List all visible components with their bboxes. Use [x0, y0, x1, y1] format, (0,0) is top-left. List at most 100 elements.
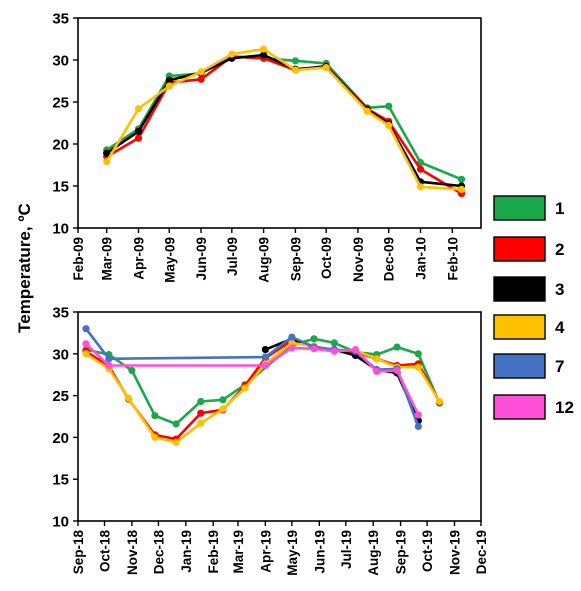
data-point-7	[261, 353, 269, 361]
chart-2009-2010: 10 15 20 25 30 35 Feb-09 Mar-09 Apr-09 May-09 Jun-…	[52, 11, 482, 283]
series-line-12	[85, 342, 420, 416]
data-point-2	[197, 409, 205, 417]
data-point-2	[134, 134, 143, 142]
x-tick-label: Feb-10	[445, 237, 460, 281]
data-point-4	[288, 339, 296, 347]
y-tick-label: 30	[52, 346, 69, 363]
y-tick-label: 25	[52, 388, 69, 405]
data-point-4	[435, 397, 444, 406]
legend-swatch-12	[493, 394, 546, 420]
data-point-4	[165, 82, 173, 90]
x-tick-label: Aug-09	[257, 237, 272, 283]
legend-swatch-7	[493, 353, 546, 379]
data-point-4	[103, 158, 111, 166]
data-point-4	[363, 107, 371, 115]
data-point-1	[414, 350, 422, 358]
data-point-12	[414, 411, 422, 419]
x-tick-label: Jan-10	[413, 237, 428, 280]
y-tick-label: 10	[52, 221, 69, 238]
x-tick-label: Aug-19	[366, 530, 381, 576]
legend-label-2: 2	[555, 240, 564, 259]
data-point-4	[457, 185, 466, 193]
data-point-3	[260, 51, 268, 59]
x-tick-label: Mar-09	[100, 237, 115, 281]
data-point-7	[288, 333, 296, 341]
data-point-4	[228, 50, 236, 58]
x-tick-label: Apr-09	[132, 237, 147, 280]
data-point-4	[134, 105, 143, 113]
data-point-3	[134, 127, 143, 135]
x-tick-label: Dec-19	[474, 530, 489, 574]
data-point-1	[385, 102, 393, 110]
y-tick-label: 10	[52, 514, 69, 531]
y-tick-label: 35	[52, 11, 69, 28]
series-7	[82, 325, 422, 431]
data-point-1	[151, 412, 159, 420]
x-tick-label: Nov-19	[447, 530, 462, 575]
data-point-2	[416, 165, 425, 173]
x-tick-label: Jul-09	[225, 237, 240, 276]
x-tick-label: Jan-19	[179, 530, 194, 573]
legend-swatch-3	[493, 276, 546, 302]
series-2	[103, 53, 466, 198]
x-tick-label: Sep-18	[71, 530, 86, 575]
legend-label-4: 4	[555, 318, 565, 337]
y-tick-label: 15	[52, 472, 69, 489]
legend-label-1: 1	[555, 199, 564, 218]
data-point-12	[351, 346, 360, 354]
x-tick-label: Apr-19	[258, 530, 273, 573]
data-point-1	[393, 343, 401, 351]
data-point-4	[291, 66, 299, 74]
y-tick-label: 20	[52, 137, 69, 154]
legend-label-3: 3	[555, 280, 564, 299]
series-line-3	[105, 53, 462, 188]
legend-label-12: 12	[555, 398, 574, 417]
data-point-1	[310, 335, 318, 343]
series-line-2	[106, 55, 463, 195]
legend-label-7: 7	[555, 357, 564, 376]
plot-frame	[77, 17, 482, 229]
y-tick-label: 25	[52, 95, 69, 112]
x-tick-label: Oct-09	[319, 237, 334, 279]
series-4	[103, 45, 466, 193]
series-line-7	[84, 327, 420, 427]
data-point-1	[457, 175, 466, 183]
data-point-4	[241, 384, 249, 392]
x-tick-label: Jul-19	[339, 530, 354, 569]
data-point-3	[165, 76, 173, 84]
chart-2018-2019: 10 15 20 25 30 35 Sep-18 Oct-18 Nov-18 Dec-18 Jan-…	[52, 305, 489, 576]
data-point-12	[393, 366, 401, 375]
x-tick-label: Nov-18	[125, 530, 140, 576]
data-point-4	[385, 121, 393, 130]
data-point-12	[105, 361, 113, 370]
data-point-12	[373, 367, 381, 375]
data-point-1	[291, 57, 299, 65]
data-point-4	[322, 64, 330, 72]
x-tick-label: Dec-09	[382, 237, 397, 281]
data-point-1	[197, 397, 205, 406]
data-point-4	[260, 45, 268, 53]
y-tick-label: 20	[52, 430, 69, 447]
data-point-3	[261, 346, 269, 354]
data-point-12	[288, 344, 296, 352]
x-tick-label: Nov-09	[351, 237, 366, 282]
data-point-4	[124, 394, 132, 402]
series-2	[82, 336, 444, 443]
x-tick-label: May-19	[285, 530, 300, 576]
x-tick-label: Oct-19	[420, 530, 435, 572]
legend-swatch-1	[493, 195, 546, 221]
data-point-4	[197, 419, 205, 427]
data-point-1	[330, 339, 338, 347]
y-tick-label: 30	[52, 53, 69, 70]
y-axis-title: Temperature, ºC	[15, 203, 34, 333]
x-tick-label: Feb-09	[71, 237, 86, 281]
series-line-4	[105, 47, 462, 191]
data-point-4	[82, 350, 90, 358]
data-point-12	[82, 340, 90, 348]
x-tick-label: May-09	[162, 237, 177, 283]
data-point-1	[219, 396, 227, 404]
data-point-12	[261, 361, 269, 370]
y-tick-label: 15	[52, 179, 69, 196]
